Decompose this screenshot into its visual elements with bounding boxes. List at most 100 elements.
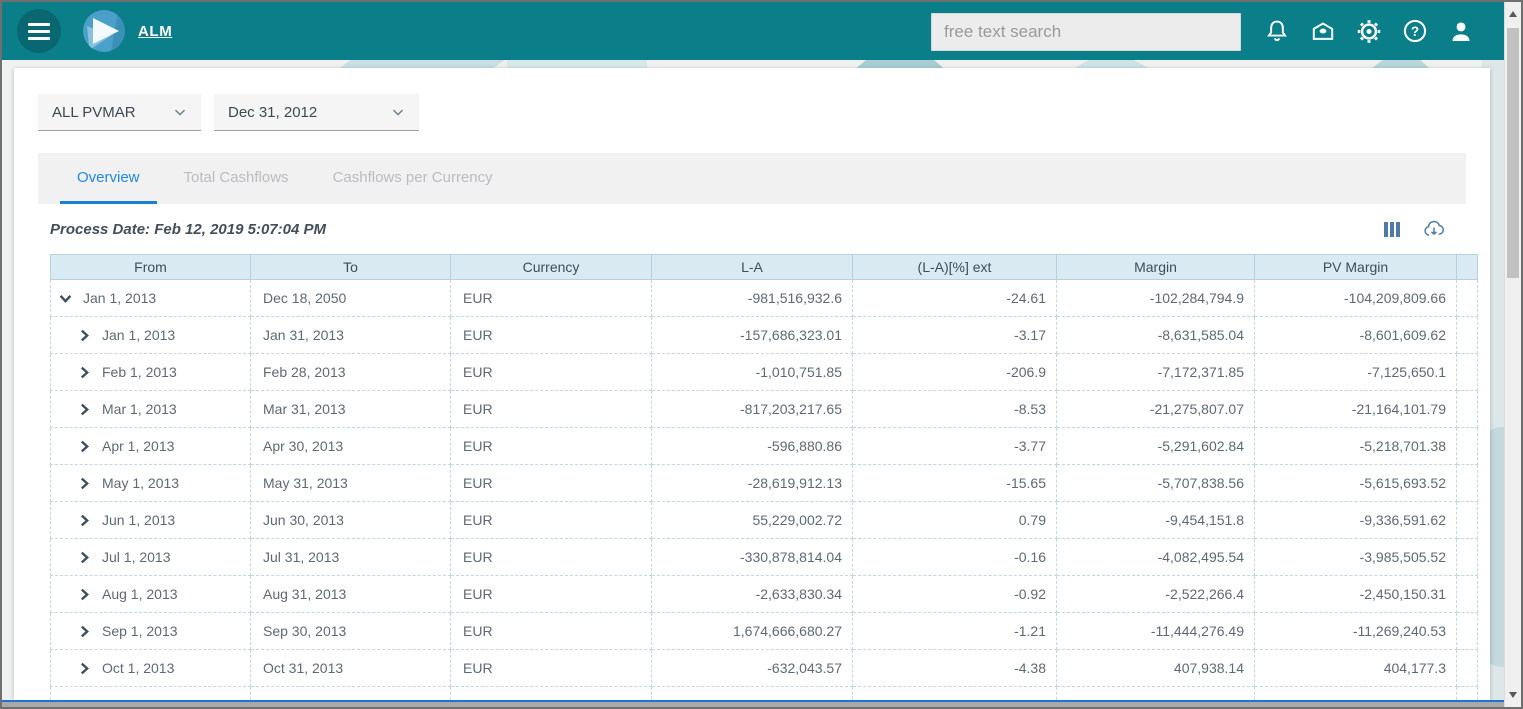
cell-currency: EUR xyxy=(450,390,652,428)
table-row[interactable]: Jul 1, 2013 Jul 31, 2013 EUR -330,878,81… xyxy=(50,538,1478,576)
cell-pv-margin: -9,336,591.62 xyxy=(1254,501,1457,539)
table-row[interactable]: Aug 1, 2013 Aug 31, 2013 EUR -2,633,830.… xyxy=(50,575,1478,613)
cell-currency: EUR xyxy=(450,575,652,613)
cell-spacer xyxy=(1456,501,1478,539)
table-row[interactable]: Feb 1, 2013 Feb 28, 2013 EUR -1,010,751.… xyxy=(50,353,1478,391)
cell-la-pct-ext: -1.21 xyxy=(852,612,1057,650)
cell-la-pct-ext: -11.03 xyxy=(852,686,1057,700)
cell-spacer xyxy=(1456,279,1478,317)
expand-toggle-icon[interactable] xyxy=(78,477,91,490)
table-row[interactable]: Sep 1, 2013 Sep 30, 2013 EUR 1,674,666,6… xyxy=(50,612,1478,650)
cell-spacer xyxy=(1456,575,1478,613)
filter-bar: ALL PVMAR Dec 31, 2012 xyxy=(38,94,1466,131)
date-dropdown[interactable]: Dec 31, 2012 xyxy=(214,94,419,131)
column-header-spacer xyxy=(1456,254,1478,280)
column-header-from[interactable]: From xyxy=(50,254,251,280)
menu-hamburger-icon[interactable] xyxy=(17,9,61,53)
chevron-down-icon xyxy=(392,109,404,116)
scrollbar-thumb[interactable] xyxy=(1507,28,1519,278)
window-vertical-scrollbar[interactable] xyxy=(1504,2,1521,707)
cell-currency: EUR xyxy=(450,649,652,687)
expand-toggle-icon[interactable] xyxy=(78,662,91,675)
expand-toggle-icon[interactable] xyxy=(78,514,91,527)
tab-cashflows-per-currency[interactable]: Cashflows per Currency xyxy=(332,168,493,186)
mail-inbox-icon[interactable] xyxy=(1310,18,1336,44)
cell-la: -1,010,751.85 xyxy=(651,353,853,391)
search-input[interactable] xyxy=(931,13,1241,51)
column-chooser-icon[interactable] xyxy=(1384,221,1400,237)
notifications-bell-icon[interactable] xyxy=(1264,18,1290,44)
scrollbar-down-arrow-icon[interactable] xyxy=(1509,692,1517,698)
cell-spacer xyxy=(1456,390,1478,428)
table-row[interactable]: Jun 1, 2013 Jun 30, 2013 EUR 55,229,002.… xyxy=(50,501,1478,539)
app-logo-icon[interactable] xyxy=(83,10,125,52)
expand-toggle-icon[interactable] xyxy=(78,625,91,638)
tab-overview[interactable]: Overview xyxy=(60,153,157,204)
cell-la-pct-ext: -206.9 xyxy=(852,353,1057,391)
cell-pv-margin: 2,376,184.61 xyxy=(1254,686,1457,700)
cell-la-pct-ext: -0.16 xyxy=(852,538,1057,576)
table-row[interactable]: Oct 1, 2013 Oct 31, 2013 EUR -632,043.57… xyxy=(50,649,1478,687)
column-header-to[interactable]: To xyxy=(250,254,451,280)
cell-currency: EUR xyxy=(450,279,652,317)
scrollbar-up-arrow-icon[interactable] xyxy=(1509,11,1517,17)
cell-la: -157,686,323.01 xyxy=(651,316,853,354)
expand-toggle-icon[interactable] xyxy=(78,329,91,342)
cell-spacer xyxy=(1456,686,1478,700)
cell-currency: EUR xyxy=(450,612,652,650)
cell-la: -596,880.86 xyxy=(651,427,853,465)
app-title[interactable]: ALM xyxy=(138,22,173,40)
cell-spacer xyxy=(1456,464,1478,502)
user-profile-icon[interactable] xyxy=(1448,18,1474,44)
process-date-label: Process Date: Feb 12, 2019 5:07:04 PM xyxy=(50,220,326,238)
cell-margin: -21,275,807.07 xyxy=(1056,390,1255,428)
cell-la-pct-ext: -0.92 xyxy=(852,575,1057,613)
portfolio-dropdown[interactable]: ALL PVMAR xyxy=(38,94,201,131)
table-row[interactable]: Apr 1, 2013 Apr 30, 2013 EUR -596,880.86… xyxy=(50,427,1478,465)
cell-margin: -8,631,585.04 xyxy=(1056,316,1255,354)
expand-toggle-icon[interactable] xyxy=(78,551,91,564)
cell-la: 55,229,002.72 xyxy=(651,501,853,539)
column-header-pv-margin[interactable]: PV Margin xyxy=(1254,254,1457,280)
cell-currency: EUR xyxy=(450,353,652,391)
cell-la-pct-ext: -4.38 xyxy=(852,649,1057,687)
cell-margin: -4,082,495.54 xyxy=(1056,538,1255,576)
tab-total-cashflows[interactable]: Total Cashflows xyxy=(183,168,289,186)
table-row[interactable]: Nov 1, 2013 Nov 30, 2013 EUR -703,700.98… xyxy=(50,686,1478,700)
cell-la: -981,516,932.6 xyxy=(651,279,853,317)
settings-gear-icon[interactable] xyxy=(1356,18,1382,44)
cell-from: Mar 1, 2013 xyxy=(102,401,177,417)
table-row[interactable]: Jan 1, 2013 Jan 31, 2013 EUR -157,686,32… xyxy=(50,316,1478,354)
cell-margin: -5,291,602.84 xyxy=(1056,427,1255,465)
cell-to: Oct 31, 2013 xyxy=(250,649,451,687)
expand-toggle-icon[interactable] xyxy=(59,292,72,305)
cell-spacer xyxy=(1456,612,1478,650)
cell-margin: 407,938.14 xyxy=(1056,649,1255,687)
table-row[interactable]: Jan 1, 2013 Dec 18, 2050 EUR -981,516,93… xyxy=(50,279,1478,317)
table-row[interactable]: Mar 1, 2013 Mar 31, 2013 EUR -817,203,21… xyxy=(50,390,1478,428)
expand-toggle-icon[interactable] xyxy=(78,366,91,379)
cell-pv-margin: -21,164,101.79 xyxy=(1254,390,1457,428)
cell-la: -2,633,830.34 xyxy=(651,575,853,613)
column-header-la-pct-ext[interactable]: (L-A)[%] ext xyxy=(852,254,1057,280)
cloud-download-icon[interactable] xyxy=(1422,217,1446,241)
help-question-icon[interactable]: ? xyxy=(1402,18,1428,44)
column-header-la[interactable]: L-A xyxy=(651,254,853,280)
column-header-currency[interactable]: Currency xyxy=(450,254,652,280)
cell-margin: -102,284,794.9 xyxy=(1056,279,1255,317)
cell-from: Sep 1, 2013 xyxy=(102,623,178,639)
cell-from: Oct 1, 2013 xyxy=(102,660,175,676)
cell-spacer xyxy=(1456,538,1478,576)
expand-toggle-icon[interactable] xyxy=(78,440,91,453)
table-row[interactable]: May 1, 2013 May 31, 2013 EUR -28,619,912… xyxy=(50,464,1478,502)
cell-currency: EUR xyxy=(450,686,652,700)
expand-toggle-icon[interactable] xyxy=(78,588,91,601)
cell-la: 1,674,666,680.27 xyxy=(651,612,853,650)
column-header-margin[interactable]: Margin xyxy=(1056,254,1255,280)
overview-panel: Process Date: Feb 12, 2019 5:07:04 PM xyxy=(38,204,1478,700)
cell-to: Aug 31, 2013 xyxy=(250,575,451,613)
cell-margin: -7,172,371.85 xyxy=(1056,353,1255,391)
expand-toggle-icon[interactable] xyxy=(78,403,91,416)
cell-from: Feb 1, 2013 xyxy=(102,364,177,380)
cell-la: -28,619,912.13 xyxy=(651,464,853,502)
